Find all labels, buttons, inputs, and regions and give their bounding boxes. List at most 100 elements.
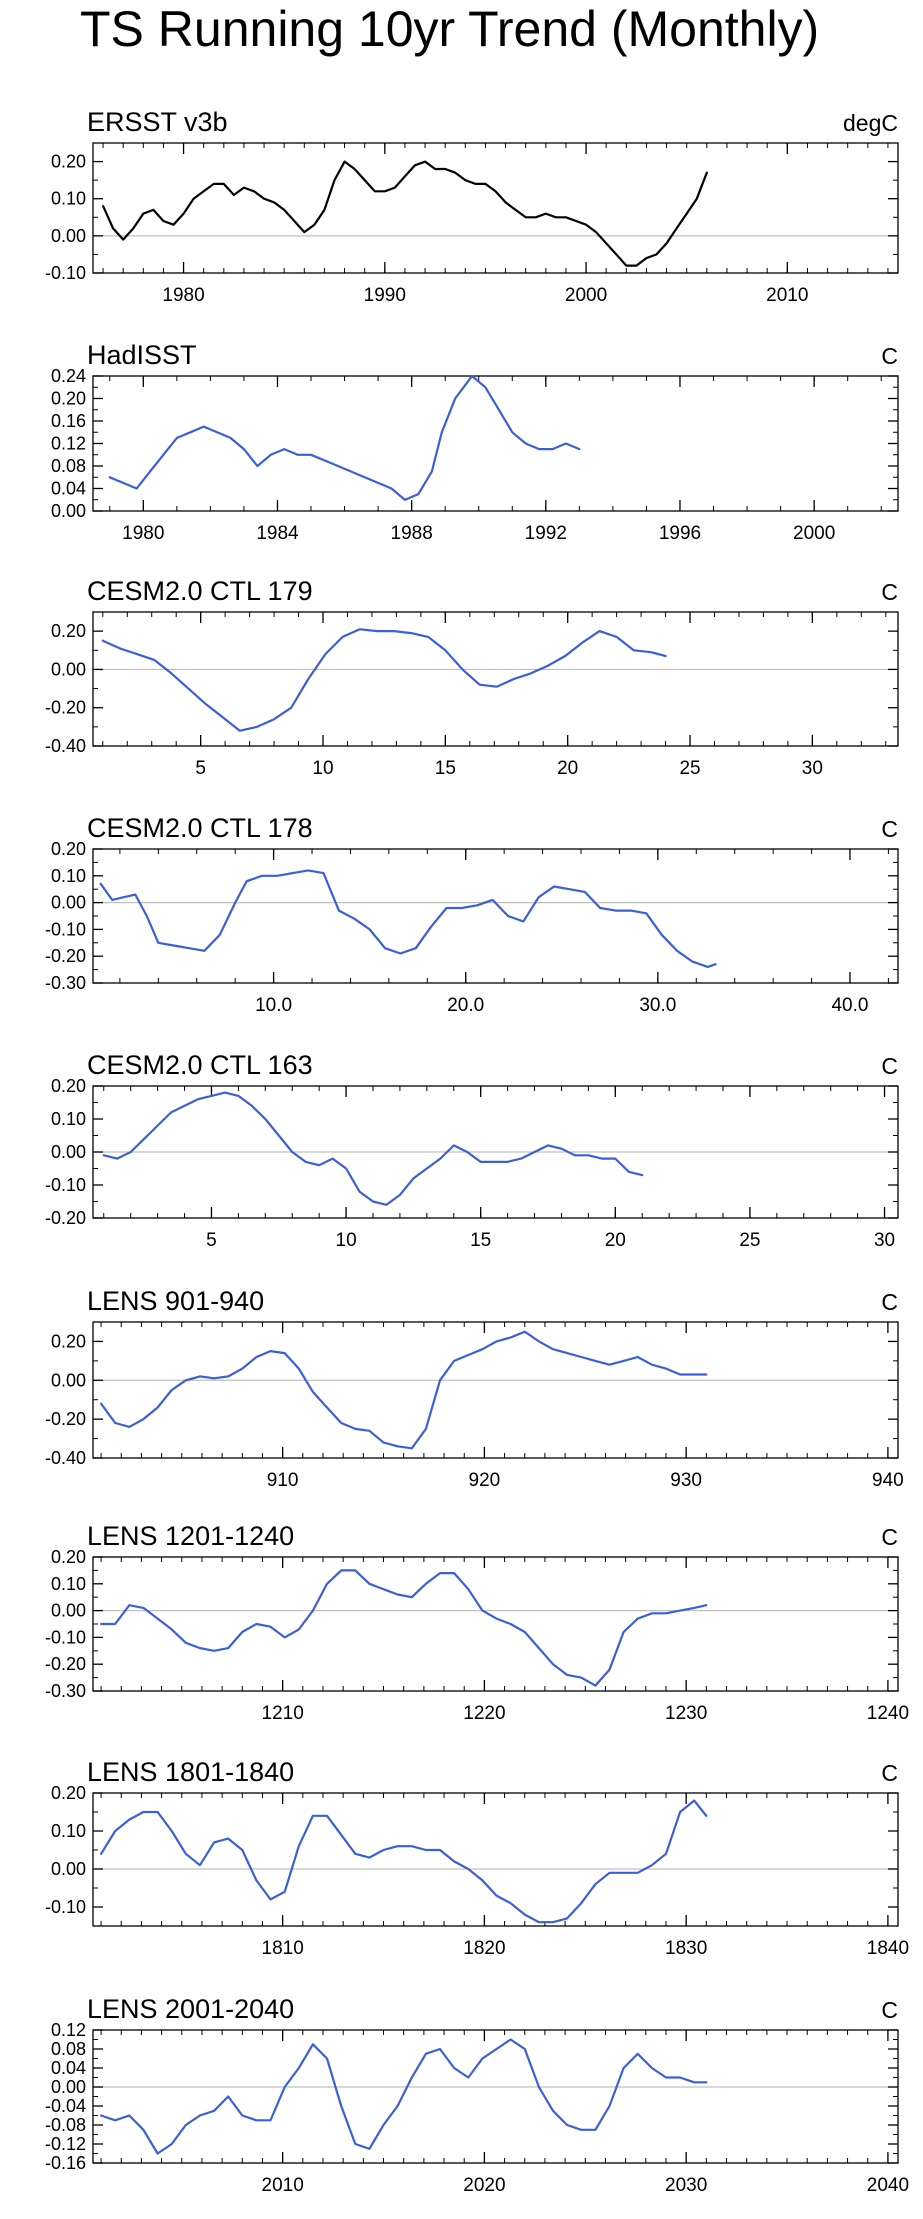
series-line: [99, 1330, 708, 1450]
chart-panel: ERSST v3b degC 1980 1990 2000 2010 -0.10 0.00 0.…: [45, 107, 899, 306]
panel-title: CESM2.0 CTL 178: [87, 813, 313, 843]
x-tick-label: 2010: [262, 2175, 304, 2196]
y-tick-label: -0.10: [45, 919, 86, 939]
y-tick-label: -0.10: [45, 1627, 86, 1647]
series-line: [101, 160, 708, 267]
plot-frame: [92, 1321, 899, 1459]
y-tick-label: 0.10: [51, 1574, 86, 1594]
x-tick-label: 25: [679, 758, 700, 779]
panel-title: HadISST: [87, 340, 197, 370]
x-tick-label: 10: [312, 758, 333, 779]
y-tick-label: 0.20: [51, 1076, 86, 1096]
x-tick-label: 1830: [665, 1938, 707, 1959]
y-tick-label: -0.16: [45, 2153, 86, 2173]
y-tick-label: -0.20: [45, 1654, 86, 1674]
y-tick-label: 0.20: [51, 152, 86, 172]
x-tick-label: 25: [739, 1230, 760, 1251]
chart-panel: LENS 2001-2040 C 2010 2020 2030 2040 -0.16-0.1…: [45, 1994, 909, 2196]
y-tick-label: 0.10: [51, 1109, 86, 1129]
x-tick-label: 40.0: [831, 995, 868, 1016]
y-tick-label: -0.40: [45, 1448, 86, 1468]
panel-units: C: [881, 1760, 898, 1786]
panel-units: C: [881, 579, 898, 605]
y-tick-label: 0.04: [51, 2058, 86, 2078]
x-tick-label: 2030: [665, 2175, 707, 2196]
plot-frame: [92, 142, 899, 274]
chart-panel: LENS 1201-1240 C 1210 1220 1230 1240 -0.30 -0.2…: [45, 1521, 909, 1724]
y-tick-label: 0.20: [51, 1547, 86, 1567]
panel-title: LENS 1201-1240: [87, 1521, 294, 1551]
panel-units: C: [881, 1997, 898, 2023]
x-tick-label: 940: [872, 1470, 904, 1491]
plot-frame: [92, 1792, 899, 1927]
y-tick-label: 0.12: [51, 434, 86, 454]
y-tick-label: 0.00: [51, 893, 86, 913]
y-tick-label: 0.12: [51, 2020, 86, 2040]
x-tick-label: 930: [670, 1470, 702, 1491]
panel-units: C: [881, 1053, 898, 1079]
x-tick-label: 1220: [463, 1703, 505, 1724]
y-tick-label: 0.10: [51, 1821, 86, 1841]
chart-panel: CESM2.0 CTL 163 C 5 10 15 20 25 30 -0.20 -0.10 0.0…: [45, 1050, 899, 1251]
y-tick-label: 0.00: [51, 659, 86, 679]
x-tick-label: 1992: [525, 523, 567, 544]
x-tick-label: 1988: [391, 523, 433, 544]
y-tick-label: -0.10: [45, 1897, 86, 1917]
y-tick-label: -0.08: [45, 2115, 86, 2135]
y-tick-label: -0.20: [45, 946, 86, 966]
y-tick-label: 0.20: [51, 839, 86, 859]
x-tick-label: 1840: [867, 1938, 909, 1959]
plot-frame: [92, 375, 899, 512]
y-tick-label: 0.00: [51, 1370, 86, 1390]
y-tick-label: 0.10: [51, 866, 86, 886]
y-tick-label: 0.24: [51, 366, 86, 386]
y-tick-label: 0.00: [51, 1142, 86, 1162]
y-tick-label: 0.08: [51, 456, 86, 476]
x-tick-label: 1980: [162, 285, 204, 306]
series-line: [99, 1569, 708, 1687]
x-tick-label: 30.0: [639, 995, 676, 1016]
plot-frame: [92, 611, 899, 747]
chart-panel: LENS 1801-1840 C 1810 1820 1830 1840 -0.10 0.00…: [45, 1757, 909, 1959]
panel-units: C: [881, 343, 898, 369]
x-tick-label: 2000: [565, 285, 607, 306]
x-tick-label: 10.0: [255, 995, 292, 1016]
y-tick-label: 0.20: [51, 389, 86, 409]
y-tick-label: 0.20: [51, 621, 86, 641]
x-tick-label: 910: [267, 1470, 299, 1491]
chart-panel: LENS 901-940 C 910 920 930 940 -0.40 -0.20 0.00 0…: [45, 1286, 904, 1491]
y-tick-label: 0.16: [51, 411, 86, 431]
series-line: [99, 2038, 708, 2155]
x-tick-label: 2010: [766, 285, 808, 306]
x-tick-label: 10: [336, 1230, 357, 1251]
x-tick-label: 15: [435, 758, 456, 779]
y-tick-label: 0.00: [51, 501, 86, 521]
y-tick-label: 0.10: [51, 189, 86, 209]
y-tick-label: -0.10: [45, 263, 86, 283]
page-title: TS Running 10yr Trend (Monthly): [80, 1, 820, 57]
x-tick-label: 1230: [665, 1703, 707, 1724]
x-tick-label: 1984: [256, 523, 299, 544]
y-tick-label: 0.00: [51, 2077, 86, 2097]
x-tick-label: 30: [874, 1230, 895, 1251]
x-tick-label: 15: [470, 1230, 491, 1251]
x-tick-label: 1996: [659, 523, 701, 544]
x-tick-label: 1980: [122, 523, 164, 544]
y-tick-label: 0.00: [51, 226, 86, 246]
y-tick-label: 0.20: [51, 1331, 86, 1351]
panel-units: C: [881, 816, 898, 842]
chart-panel: CESM2.0 CTL 178 C 10.0 20.0 30.0 40.0 -0.30 -0.…: [45, 813, 899, 1016]
x-tick-label: 30: [802, 758, 823, 779]
plot-frame: [92, 1556, 899, 1692]
panel-units: degC: [843, 110, 898, 136]
y-tick-label: -0.30: [45, 1681, 86, 1701]
panel-title: LENS 1801-1840: [87, 1757, 294, 1787]
panel-title: ERSST v3b: [87, 107, 228, 137]
series-line: [101, 628, 667, 732]
panel-units: C: [881, 1524, 898, 1550]
x-tick-label: 20: [557, 758, 578, 779]
x-tick-label: 2020: [463, 2175, 505, 2196]
y-tick-label: -0.10: [45, 1175, 86, 1195]
y-tick-label: -0.12: [45, 2134, 86, 2154]
